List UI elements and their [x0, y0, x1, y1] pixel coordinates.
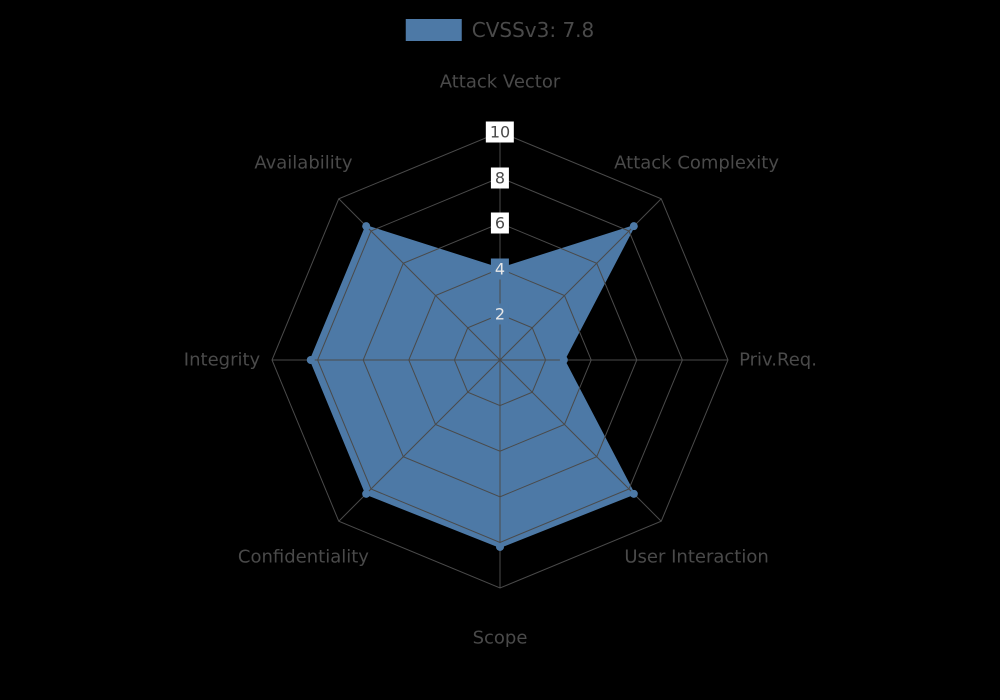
axis-label-7: Availability — [254, 153, 352, 174]
radar-series-marker — [307, 356, 315, 364]
tick-label-2: 6 — [491, 213, 509, 234]
radar-svg — [0, 0, 1000, 700]
tick-label-0: 2 — [491, 304, 509, 325]
radar-series-marker — [362, 490, 370, 498]
axis-label-0: Attack Vector — [440, 72, 561, 93]
tick-label-3: 8 — [491, 167, 509, 188]
tick-label-1: 4 — [491, 258, 509, 279]
axis-label-3: User Interaction — [624, 546, 768, 567]
axis-label-5: Confidentiality — [238, 546, 369, 567]
radar-series-marker — [496, 543, 504, 551]
legend: CVSSv3: 7.8 — [406, 18, 595, 42]
axis-label-4: Scope — [473, 628, 528, 649]
radar-series-marker — [630, 490, 638, 498]
axis-label-2: Priv.Req. — [739, 350, 817, 371]
tick-label-4: 10 — [486, 122, 514, 143]
radar-series-marker — [362, 222, 370, 230]
legend-label: CVSSv3: 7.8 — [472, 18, 595, 42]
axis-label-1: Attack Complexity — [614, 153, 779, 174]
radar-series-marker — [560, 356, 568, 364]
radar-series-marker — [630, 222, 638, 230]
legend-swatch — [406, 19, 462, 41]
radar-chart: CVSSv3: 7.8 Attack Vector Attack Complex… — [0, 0, 1000, 700]
axis-label-6: Integrity — [184, 350, 260, 371]
